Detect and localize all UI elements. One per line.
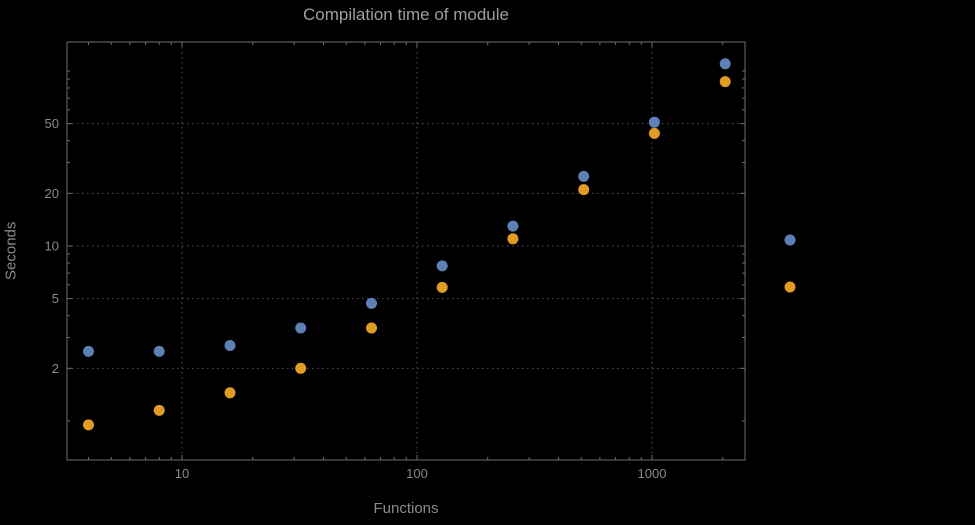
blue-series-point bbox=[648, 116, 660, 128]
orange-series-point bbox=[578, 184, 590, 196]
data-points bbox=[83, 58, 731, 431]
x-tick-label: 1000 bbox=[638, 466, 667, 481]
plot-frame bbox=[66, 41, 746, 461]
chart-title: Compilation time of module bbox=[303, 5, 509, 24]
x-tick-label: 100 bbox=[406, 466, 428, 481]
orange-series-point bbox=[507, 233, 519, 245]
blue-series-point bbox=[295, 322, 307, 334]
blue-series-legend-marker bbox=[784, 234, 796, 246]
orange-series-point bbox=[719, 76, 731, 88]
y-tick-label: 10 bbox=[45, 239, 59, 254]
y-tick-label: 50 bbox=[45, 116, 59, 131]
blue-series-point bbox=[436, 260, 448, 272]
y-tick-label: 2 bbox=[52, 361, 59, 376]
blue-series-point bbox=[83, 345, 94, 357]
x-axis-label: Functions bbox=[373, 500, 439, 517]
orange-series-point bbox=[83, 419, 94, 431]
axis-ticks bbox=[67, 42, 745, 460]
legend-markers bbox=[784, 234, 796, 293]
blue-series-point bbox=[507, 220, 519, 232]
orange-series-point bbox=[153, 404, 165, 416]
blue-series-point bbox=[224, 340, 236, 351]
blue-series-point bbox=[719, 58, 731, 70]
y-tick-label: 5 bbox=[52, 291, 59, 306]
tick-labels: 10 100 1000 2 5 10 20 50 bbox=[45, 116, 667, 481]
orange-series-point bbox=[224, 387, 236, 399]
y-tick-label: 20 bbox=[45, 186, 59, 201]
orange-series-point bbox=[366, 322, 377, 334]
gridlines bbox=[67, 42, 745, 460]
blue-series-point bbox=[366, 297, 377, 309]
orange-series-legend-marker bbox=[784, 281, 796, 293]
orange-series-point bbox=[648, 127, 660, 139]
orange-series-point bbox=[436, 281, 448, 293]
blue-series-point bbox=[578, 170, 590, 182]
x-tick-label: 10 bbox=[175, 466, 189, 481]
orange-series-point bbox=[295, 362, 307, 374]
blue-series-point bbox=[153, 345, 165, 357]
